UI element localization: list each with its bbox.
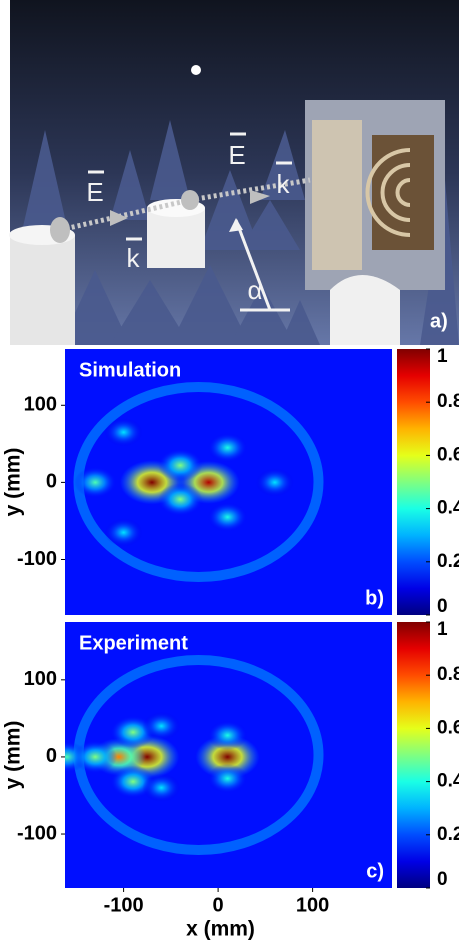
photo: E k E k α a)	[9, 0, 459, 345]
y-tick-label: -100	[17, 548, 57, 570]
page: {"photo": {"labels": ["E", "k", "E", "k"…	[0, 0, 459, 942]
heat-spot	[208, 502, 248, 532]
y-tick-label: 100	[24, 394, 57, 416]
colorbar-tick-label: 0.4	[437, 771, 459, 792]
heat-spot	[256, 468, 294, 496]
panel-label: c)	[366, 860, 384, 882]
y-tick-label: 0	[46, 471, 57, 493]
heat-spot	[208, 764, 248, 794]
y-tick-label: -100	[17, 822, 57, 844]
y-axis-label: y (mm)	[2, 721, 25, 790]
photo-label: k	[277, 169, 291, 199]
colorbar-tick-label: 1	[437, 346, 448, 367]
colorbar-tick-label: 0.6	[437, 717, 459, 738]
colorbar-tick-label: 0.2	[437, 551, 459, 572]
panel-title: Simulation	[79, 359, 181, 381]
photo-label: E	[86, 177, 103, 207]
colorbar-tick-label: 0	[437, 869, 448, 890]
colorbar	[397, 622, 430, 888]
panel-title: Experiment	[79, 632, 188, 654]
photo-label: k	[127, 243, 141, 273]
figure: E k E k α a) Simulation b) 0 0.2 0.4 0.6 0.8 1 -…	[0, 0, 459, 942]
heat-spot	[105, 518, 143, 546]
colorbar-tick-label: 0.2	[437, 824, 459, 845]
panel-label: b)	[365, 587, 384, 609]
colorbar-tick-label: 0	[437, 596, 448, 617]
heatmap	[46, 622, 392, 888]
heat-spot	[208, 721, 248, 751]
panel-label: a)	[430, 310, 448, 332]
photo-label: E	[228, 140, 245, 170]
x-axis-label: x (mm)	[186, 918, 255, 941]
y-tick-label: 0	[46, 745, 57, 767]
heat-spot	[142, 712, 180, 740]
colorbar-tick-label: 1	[437, 619, 448, 640]
x-tick-label: -100	[104, 894, 144, 916]
heat-spot	[74, 467, 116, 498]
heat-spot	[158, 483, 202, 515]
colorbar-tick-label: 0.8	[437, 391, 459, 412]
heat-spot	[105, 418, 143, 446]
colorbar-tick-label: 0.8	[437, 664, 459, 685]
colorbar	[397, 349, 430, 615]
y-tick-label: 100	[24, 668, 57, 690]
photo-label: α	[247, 275, 262, 305]
x-tick-label: 0	[213, 894, 224, 916]
colorbar-tick-label: 0.4	[437, 498, 459, 519]
heat-spot	[73, 741, 117, 773]
heat-spot	[158, 449, 202, 481]
heat-spot	[208, 433, 248, 463]
heatmap	[65, 349, 392, 615]
y-axis-label: y (mm)	[2, 448, 25, 517]
heat-spot	[142, 774, 180, 802]
colorbar-tick-label: 0.6	[437, 444, 459, 465]
x-tick-label: 100	[296, 894, 329, 916]
